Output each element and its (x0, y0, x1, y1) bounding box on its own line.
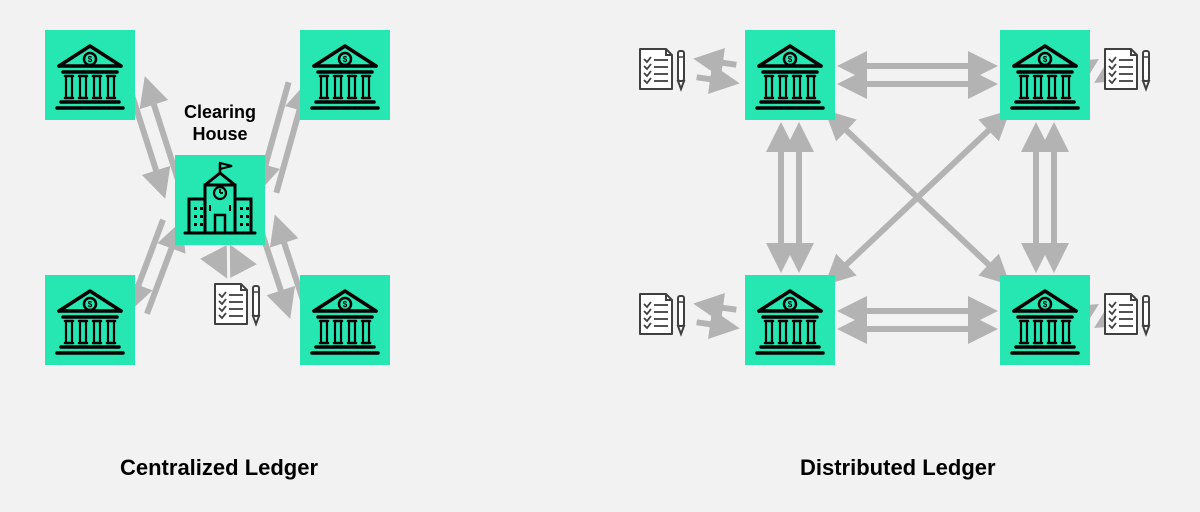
connector-arrow (1099, 322, 1103, 324)
svg-text:$: $ (788, 55, 793, 64)
ledger-icon (215, 284, 259, 324)
bank-node: $ (45, 30, 135, 120)
clearing-house-label-line1: Clearing (184, 102, 256, 122)
ledger-icon (1105, 294, 1149, 334)
svg-text:$: $ (88, 55, 93, 64)
connector-arrow (697, 77, 734, 82)
svg-text:$: $ (343, 55, 348, 64)
ledger-icon (1105, 49, 1149, 89)
centralized-ledger-caption: Centralized Ledger (120, 455, 318, 481)
connector-arrow (699, 59, 736, 64)
ledger-icon (640, 294, 684, 334)
connector-arrow (233, 250, 241, 265)
bank-node: $ (745, 275, 835, 365)
connector-arrow (1099, 77, 1103, 79)
svg-text:$: $ (788, 300, 793, 309)
bank-node: $ (1000, 275, 1090, 365)
ledger-icon (640, 49, 684, 89)
connector-arrow (1090, 307, 1094, 309)
svg-text:$: $ (343, 300, 348, 309)
bank-node: $ (1000, 30, 1090, 120)
connector-arrow (699, 304, 736, 309)
bank-node: $ (745, 30, 835, 120)
connector-arrow (697, 322, 734, 327)
connector-arrow (147, 226, 180, 314)
bank-node: $ (300, 30, 390, 120)
connector-arrow (1090, 62, 1094, 64)
distributed-ledger-caption: Distributed Ledger (800, 455, 996, 481)
bank-node: $ (300, 275, 390, 365)
ledger-diagram: $ $ $ $ $ $ $ $ Clearing House (0, 0, 1200, 512)
bank-node: $ (45, 275, 135, 365)
svg-text:$: $ (1043, 55, 1048, 64)
clearing-house-node (175, 155, 265, 245)
clearing-house-label-line2: House (192, 124, 247, 144)
connector-arrow (130, 220, 163, 308)
connector-arrow (217, 258, 225, 273)
svg-text:$: $ (88, 300, 93, 309)
svg-text:$: $ (1043, 300, 1048, 309)
